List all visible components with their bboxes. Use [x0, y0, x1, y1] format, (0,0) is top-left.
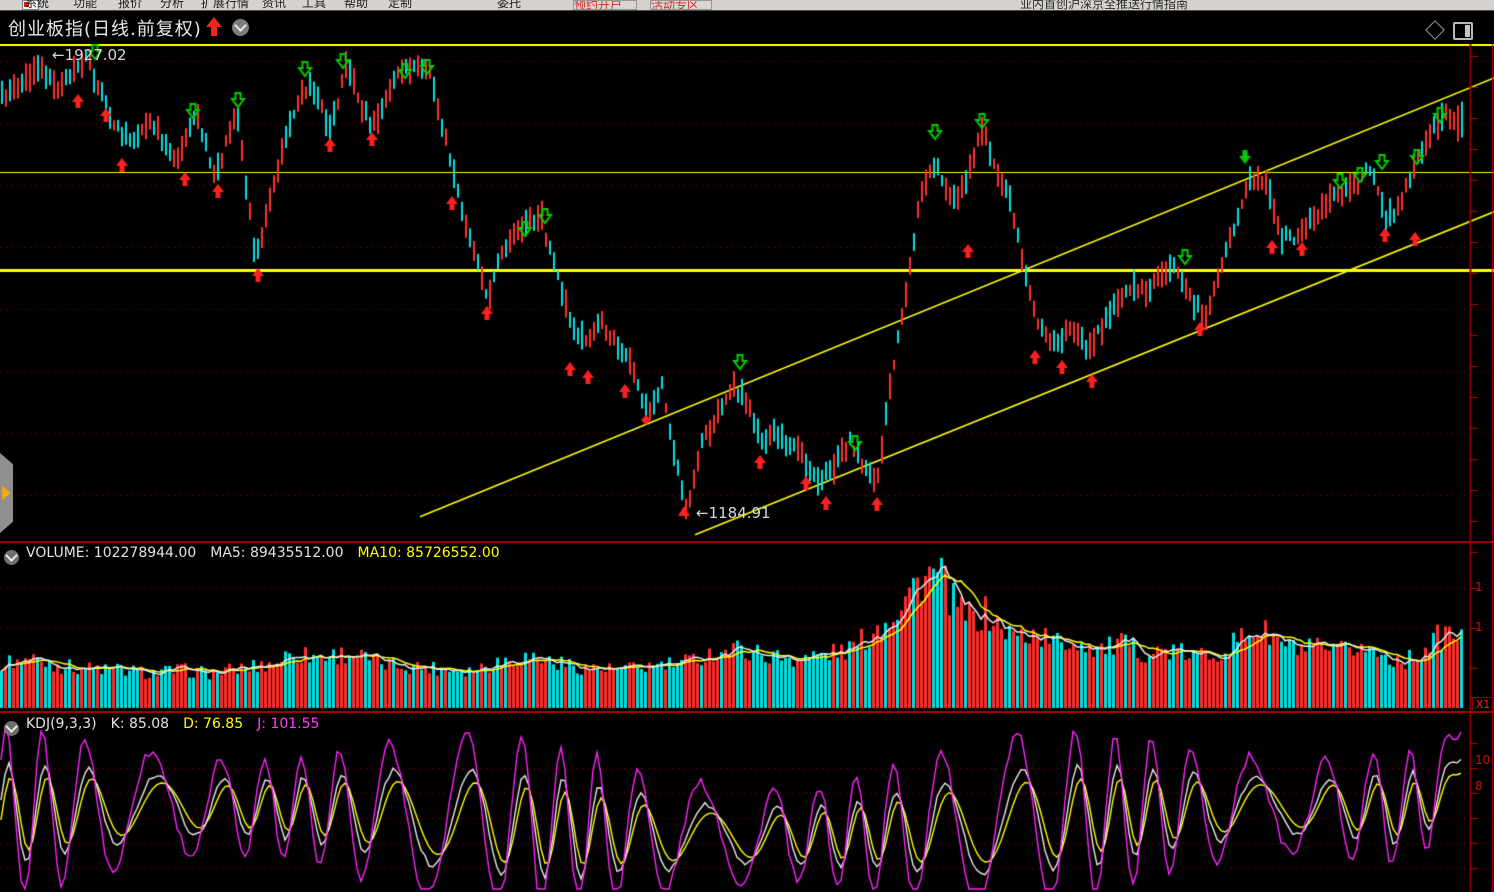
menu-item[interactable]: 帮助	[344, 0, 369, 10]
chart-title-bar: 创业板指(日线.前复权)	[0, 10, 1494, 44]
kdj-axis-label: 8	[1475, 779, 1483, 793]
menu-item-highlighted[interactable]: 活动专区	[650, 0, 712, 10]
volume-chart[interactable]	[0, 543, 1494, 713]
menu-item[interactable]: 委托	[497, 0, 522, 10]
menu-item[interactable]: 工具	[302, 0, 327, 10]
volume-text: VOLUME: 102278944.00	[26, 545, 197, 561]
kdj-header: KDJ(9,3,3) K: 85.08 D: 76.85 J: 101.55	[4, 716, 333, 736]
d-value-text: D: 76.85	[183, 716, 244, 732]
menu-item[interactable]: 扩展行情	[201, 0, 250, 10]
menu-item[interactable]: 功能	[73, 0, 98, 10]
chevron-down-icon[interactable]	[232, 19, 249, 36]
main-candlestick-chart[interactable]	[0, 44, 1494, 542]
kdj-indicator-text: KDJ(9,3,3)	[26, 716, 97, 732]
menu-item[interactable]: 资讯	[262, 0, 287, 10]
j-value-text: J: 101.55	[257, 716, 320, 732]
panel-separator	[0, 541, 1494, 543]
trend-up-arrow-icon	[206, 17, 222, 37]
volume-axis-label: 1	[1475, 580, 1483, 594]
menu-bar[interactable]: 系统 功能 报价 分析 扩展行情 资讯 工具 帮助 定制 委托 预约开户 活动专区 业内首创沪深京全推送…	[0, 0, 1494, 11]
panel-toggle-icon[interactable]	[1453, 22, 1473, 40]
menu-item[interactable]: 系统	[25, 0, 50, 10]
diamond-icon[interactable]	[1425, 20, 1445, 40]
menu-item[interactable]: 定制	[388, 0, 413, 10]
menu-item-highlighted[interactable]: 预约开户	[573, 0, 637, 10]
chevron-down-icon[interactable]	[4, 721, 19, 736]
ma10-text: MA10: 85726552.00	[357, 545, 500, 561]
k-value-text: K: 85.08	[110, 716, 170, 732]
low-price-label: ←1184.91	[696, 504, 771, 522]
menu-item[interactable]: 报价	[118, 0, 143, 10]
ma5-text: MA5: 89435512.00	[210, 545, 344, 561]
kdj-axis-label: 10	[1475, 753, 1491, 767]
panel-separator	[0, 711, 1494, 713]
symbol-title: 创业板指(日线.前复权)	[8, 19, 202, 40]
volume-header: VOLUME: 102278944.00 MA5: 89435512.00 MA10…	[4, 545, 514, 565]
promo-text: 业内首创沪深京全推送行情指南	[1020, 0, 1189, 11]
high-price-label: ←1927.02	[52, 46, 127, 64]
kdj-indicator-chart[interactable]	[0, 713, 1494, 892]
volume-axis-label: 1	[1475, 620, 1483, 634]
sidebar-expand-handle[interactable]	[0, 453, 13, 533]
app-window-icon[interactable]	[22, 0, 39, 10]
chevron-down-icon[interactable]	[4, 550, 19, 565]
menu-item[interactable]: 分析	[160, 0, 185, 10]
